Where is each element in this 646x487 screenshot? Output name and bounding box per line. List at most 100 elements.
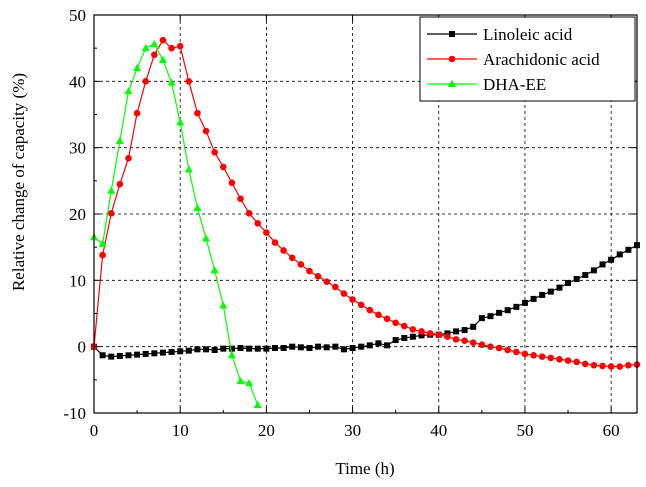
data-point <box>245 378 254 387</box>
data-point <box>435 331 443 339</box>
data-point <box>461 327 468 334</box>
data-point <box>581 360 589 368</box>
legend-item: Linoleic acid <box>427 25 573 44</box>
data-point <box>607 363 615 370</box>
series-dha-ee <box>90 39 262 409</box>
y-axis-label: Relative change of capacity (%) <box>9 73 28 291</box>
data-point <box>151 350 158 357</box>
data-point <box>538 353 546 360</box>
data-point <box>150 39 159 48</box>
data-point <box>185 78 193 85</box>
data-point <box>133 109 141 117</box>
data-point <box>349 296 356 303</box>
data-point <box>211 346 218 353</box>
data-point <box>444 330 451 337</box>
data-point <box>521 299 528 306</box>
data-point <box>521 350 529 358</box>
data-point <box>158 55 167 64</box>
data-point <box>384 342 391 349</box>
data-point <box>142 78 150 85</box>
data-point <box>573 358 580 366</box>
data-point <box>253 400 262 409</box>
data-point <box>565 279 572 286</box>
data-point <box>167 78 176 86</box>
data-point <box>176 118 185 126</box>
data-point <box>227 351 236 359</box>
data-point <box>108 353 115 360</box>
data-point <box>409 326 417 333</box>
data-point <box>487 343 494 350</box>
data-point <box>366 306 374 314</box>
data-point <box>513 303 520 310</box>
data-point <box>236 376 245 385</box>
data-point <box>392 337 399 344</box>
data-point <box>625 361 632 369</box>
data-point <box>99 251 106 259</box>
data-point <box>202 127 210 135</box>
data-point <box>478 341 486 348</box>
data-point <box>444 333 451 341</box>
y-tick-label: 50 <box>69 6 86 25</box>
legend-marker <box>449 31 455 37</box>
data-point <box>418 332 425 339</box>
x-tick-label: 0 <box>90 421 99 440</box>
data-point <box>288 254 296 262</box>
series-line <box>93 39 638 368</box>
data-point <box>297 261 305 268</box>
series-linoleic-acid <box>91 242 640 360</box>
data-point <box>453 328 459 335</box>
data-point <box>332 343 339 350</box>
data-point <box>418 328 425 335</box>
data-point <box>210 266 219 274</box>
data-point <box>530 351 537 359</box>
data-point <box>590 361 598 369</box>
data-point <box>599 362 606 370</box>
legend-marker <box>448 55 456 63</box>
data-point <box>357 301 365 309</box>
data-point <box>245 210 253 217</box>
series-line <box>93 244 638 358</box>
data-point <box>107 210 115 217</box>
data-point <box>134 351 141 358</box>
data-point <box>547 354 555 362</box>
data-point <box>504 307 511 314</box>
data-point <box>203 346 210 353</box>
legend-item: Arachidonic acid <box>427 50 600 69</box>
data-point <box>211 149 218 156</box>
x-tick-label: 60 <box>603 421 620 440</box>
data-point <box>177 348 184 355</box>
series-arachidonic-acid <box>90 36 641 370</box>
data-point <box>219 301 228 309</box>
data-point <box>599 261 606 268</box>
data-point <box>469 339 477 346</box>
y-tick-label: 30 <box>69 139 86 158</box>
data-point <box>461 337 468 344</box>
y-tick-label: 0 <box>78 338 87 357</box>
data-point <box>392 319 399 327</box>
data-point <box>237 195 244 203</box>
y-tick-label: 20 <box>69 205 86 224</box>
data-point <box>358 343 365 350</box>
data-point <box>314 273 322 280</box>
x-tick-label: 30 <box>344 421 361 440</box>
data-point <box>323 344 330 351</box>
data-point <box>151 51 158 59</box>
data-point <box>504 346 512 354</box>
data-point <box>280 344 287 351</box>
data-point <box>228 345 235 352</box>
legend-label: DHA-EE <box>483 75 546 94</box>
data-point <box>590 267 597 274</box>
data-point <box>159 36 167 44</box>
data-point <box>496 309 503 316</box>
x-tick-label: 10 <box>172 421 189 440</box>
data-point <box>107 186 116 194</box>
data-point <box>409 333 416 340</box>
data-point <box>383 315 391 323</box>
data-point <box>176 42 184 50</box>
x-tick-label: 40 <box>430 421 447 440</box>
data-point <box>254 345 261 352</box>
data-point <box>133 63 142 72</box>
data-point <box>254 219 262 227</box>
data-point <box>495 344 503 352</box>
x-axis-label: Time (h) <box>335 459 394 478</box>
